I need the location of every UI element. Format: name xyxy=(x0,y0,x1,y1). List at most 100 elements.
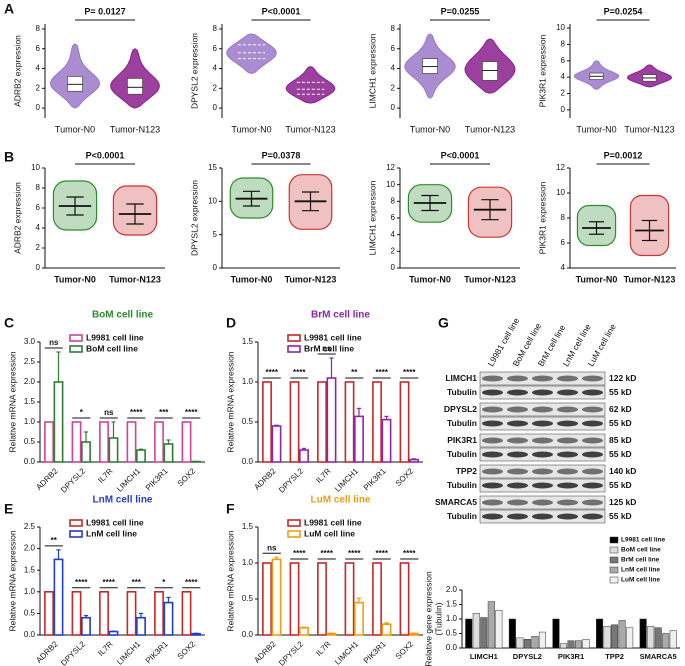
panel-label: D xyxy=(226,315,236,331)
significance-label: **** xyxy=(321,549,334,558)
x-tick-label: Tumor-N123 xyxy=(465,124,515,134)
bar xyxy=(344,381,355,463)
bar xyxy=(108,437,119,463)
blot-band xyxy=(557,513,578,520)
bar xyxy=(626,627,634,649)
y-tick-label: 10 xyxy=(556,188,565,197)
x-tick-label: ADRB2 xyxy=(34,639,60,665)
blot-band xyxy=(557,406,578,413)
bar xyxy=(163,443,174,463)
y-axis-label: Relative mRNA expression xyxy=(7,351,17,452)
bar xyxy=(99,590,109,636)
x-tick-label: TPP2 xyxy=(605,652,624,661)
bar xyxy=(181,590,192,636)
bar xyxy=(262,562,272,636)
x-tick-label: SOX2 xyxy=(176,639,198,661)
blot-band xyxy=(482,420,503,427)
y-tick-label: 1.0 xyxy=(242,377,254,386)
x-tick-label: PIK3R1 xyxy=(558,652,584,661)
bar xyxy=(662,633,670,649)
y-tick-label: 4 xyxy=(391,64,396,73)
bar xyxy=(472,612,480,649)
legend-swatch xyxy=(69,530,83,538)
x-tick-label: PIK3R1 xyxy=(144,466,170,492)
bar xyxy=(126,590,137,636)
x-tick-label: Tumor-N0 xyxy=(54,274,96,284)
bar xyxy=(531,636,539,649)
x-tick-label: IL7R xyxy=(314,639,332,657)
y-tick-label: 0 xyxy=(36,103,41,112)
legend-label: BrM cell line xyxy=(304,343,354,353)
bar xyxy=(271,558,282,636)
significance-label: * xyxy=(162,578,166,587)
x-tick-label: PIK3R1 xyxy=(362,639,388,665)
y-tick-label: 12 xyxy=(386,163,395,172)
significance-label: **** xyxy=(376,368,389,377)
y-tick-label: 1.5 xyxy=(24,397,36,406)
significance-label: **** xyxy=(130,408,143,417)
significance-label: **** xyxy=(75,578,88,587)
legend-label: L9981 cell line xyxy=(304,517,362,527)
blot-protein-label: LIMCH1 xyxy=(445,373,477,383)
p-value: P=0.0012 xyxy=(604,150,643,160)
blot-size-label: 55 kD xyxy=(609,418,632,428)
blot-band xyxy=(507,389,528,396)
blot-band xyxy=(532,406,553,413)
bar xyxy=(136,449,146,463)
y-axis-label: PIK3R1 expression xyxy=(537,181,547,254)
x-tick-label: Tumor-N123 xyxy=(285,274,337,284)
blot-band xyxy=(482,468,503,475)
y-tick-label: 3.0 xyxy=(24,337,36,346)
blot-band xyxy=(507,513,528,520)
bar xyxy=(181,421,192,463)
y-tick-label: 2.0 xyxy=(24,377,36,386)
significance-label: **** xyxy=(266,368,279,377)
y-tick-label: 2 xyxy=(36,83,41,92)
bar xyxy=(381,623,392,636)
bar xyxy=(495,610,503,649)
blot-band xyxy=(482,375,503,382)
bar xyxy=(81,441,91,463)
blot-band xyxy=(582,437,603,444)
violin xyxy=(226,33,277,74)
blot-protein-label: Tubulin xyxy=(447,449,477,459)
bar xyxy=(154,590,164,636)
y-axis-label: LIMCH1 expression xyxy=(367,180,377,255)
y-tick-label: 2 xyxy=(561,89,566,98)
blot-band xyxy=(482,482,503,489)
y-axis-label: LIMCH1 expression xyxy=(367,33,377,108)
y-tick-label: 0.5 xyxy=(242,417,254,426)
panel-label: A xyxy=(4,1,14,17)
bar xyxy=(582,639,590,649)
x-tick-label: LIMCH1 xyxy=(470,652,498,661)
legend-label: LuM cell line xyxy=(621,577,660,584)
y-tick-label: 4 xyxy=(391,230,396,239)
violin xyxy=(285,66,336,104)
panel-label: C xyxy=(4,315,14,331)
blot-protein-label: Tubulin xyxy=(447,480,477,490)
legend-label: BoM cell line xyxy=(621,547,661,554)
bar xyxy=(596,618,604,649)
significance-label: **** xyxy=(293,368,306,377)
y-tick-label: 8 xyxy=(36,24,41,33)
bar xyxy=(99,421,109,463)
blot-protein-label: PIK3R1 xyxy=(447,435,477,445)
x-tick-label: DPYSL2 xyxy=(277,466,305,494)
blot-protein-label: SMARCA5 xyxy=(435,497,477,507)
y-tick-label: 6 xyxy=(561,238,566,247)
blot-protein-label: TPP2 xyxy=(456,466,478,476)
x-tick-label: Tumor-N123 xyxy=(624,274,676,284)
y-tick-label: 6 xyxy=(561,56,566,65)
significance-label: **** xyxy=(376,549,389,558)
y-tick-label: 6 xyxy=(36,203,41,212)
blot-size-label: 122 kD xyxy=(609,373,636,383)
x-tick-label: SOX2 xyxy=(394,466,416,488)
bar xyxy=(669,630,677,649)
y-tick-label: 5 xyxy=(213,230,218,239)
legend-swatch xyxy=(69,345,83,353)
legend-swatch xyxy=(609,566,619,574)
bar xyxy=(299,449,309,463)
y-tick-label: 2 xyxy=(36,243,41,252)
x-tick-label: ADRB2 xyxy=(252,466,278,492)
blot-band xyxy=(532,513,553,520)
